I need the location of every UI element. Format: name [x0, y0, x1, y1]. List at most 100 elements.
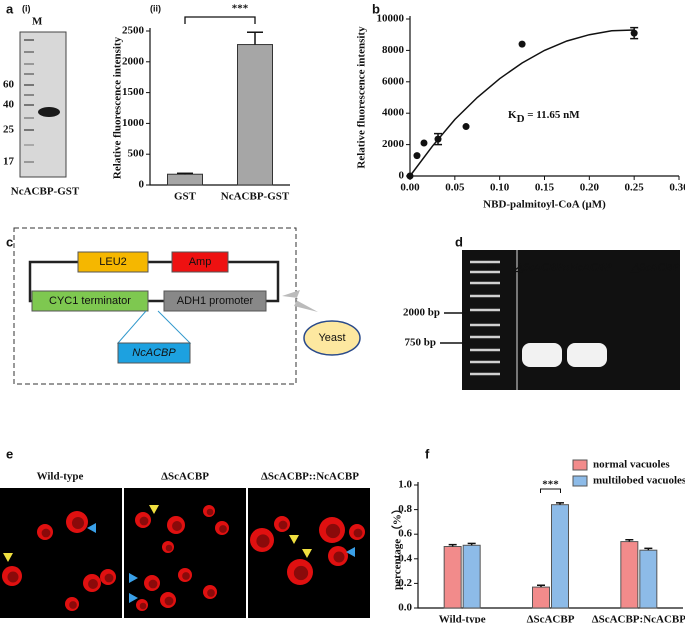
point [462, 123, 470, 131]
box [31, 290, 149, 312]
annotation-main: K [508, 109, 517, 121]
marker-label: 40 [3, 99, 15, 111]
vacuole [325, 523, 341, 539]
target-label: Yeast [318, 332, 345, 344]
vacuole [139, 602, 147, 610]
vacuole [182, 572, 190, 580]
y-tick-label: 0.4 [398, 552, 412, 564]
box-label: LEU2 [99, 256, 127, 268]
y-tick-label: 0.8 [398, 503, 412, 515]
micrograph [124, 488, 246, 618]
point [406, 172, 414, 180]
box [171, 251, 229, 273]
y-tick-label: 4000 [382, 107, 405, 119]
plasmid [28, 260, 280, 303]
bracket [540, 488, 561, 493]
box-label: NcACBP [132, 347, 176, 359]
legend-swatch [572, 459, 588, 471]
legend-swatch [572, 475, 588, 487]
vacuole [206, 508, 214, 516]
panel-sub: (ii) [150, 3, 161, 13]
y-tick-label: 10000 [377, 13, 405, 25]
box-label: CYC1 terminator [49, 295, 131, 307]
micrograph-title: ΔScACBP::NcACBP [261, 471, 359, 483]
box-label: ADH1 promoter [177, 295, 254, 307]
gel [462, 250, 680, 390]
bar [551, 504, 569, 609]
vacuole [333, 551, 345, 563]
micrograph-title: ΔScACBP [161, 471, 209, 483]
vacuole [71, 516, 85, 530]
vacuole [139, 516, 149, 526]
x-tick-label: NcACBP-GST [221, 191, 290, 203]
y-tick-label: 2500 [122, 25, 145, 37]
yeast [303, 320, 361, 356]
vacuole [207, 589, 215, 597]
y-tick-label: 8000 [382, 44, 405, 56]
annotation: *** [542, 479, 559, 491]
x-tick-label: ΔScACBP [527, 614, 575, 623]
vacuole [41, 528, 51, 538]
vacuole [278, 520, 288, 530]
arrowhead [302, 549, 312, 558]
vacuole [256, 534, 270, 548]
vacuole [353, 528, 363, 538]
x-tick-label: 0.10 [490, 182, 510, 194]
box-label: Amp [189, 256, 212, 268]
y-tick-label: 1500 [122, 86, 145, 98]
point [518, 40, 526, 48]
lane-label: △ScACBP [630, 262, 679, 274]
arrowhead [87, 523, 96, 533]
axis [409, 16, 679, 177]
point [413, 152, 421, 160]
arrowhead [346, 547, 355, 557]
bracket [184, 16, 256, 24]
vacuole [69, 601, 77, 609]
marker-label: 750 bp [405, 337, 437, 349]
band [38, 107, 60, 117]
y-tick-label: 0.6 [398, 528, 412, 540]
vacuole [165, 544, 173, 552]
insert-line [116, 310, 192, 344]
panel-letter: a [6, 1, 14, 16]
arrowhead [129, 593, 138, 603]
x-tick-label: 0.05 [445, 182, 465, 194]
x-tick-label: GST [174, 191, 197, 203]
y-tick-label: 1.0 [398, 479, 412, 491]
vacuole [164, 596, 174, 606]
arrowhead [129, 573, 138, 583]
gel-caption: NcACBP-GST [11, 186, 80, 198]
x-tick-label: 0.20 [580, 182, 600, 194]
vacuole [104, 573, 114, 583]
bar [167, 173, 203, 186]
lane-label: △ScACBP::NcACBP [513, 262, 611, 274]
panel-letter: c [6, 234, 13, 249]
panel-letter: f [425, 446, 430, 461]
lane-label: M [486, 262, 497, 274]
panel-sub: (i) [22, 3, 31, 13]
point [630, 29, 638, 37]
y-tick-label: 0 [139, 179, 145, 191]
bar [620, 541, 639, 609]
vacuole [148, 579, 158, 589]
lane-label: M [32, 16, 43, 28]
x-tick-label: 0.30 [669, 182, 685, 194]
vacuole [88, 579, 98, 589]
annotation-rest: = 11.65 nM [525, 109, 581, 121]
bar [532, 586, 550, 609]
panel-letter: d [455, 234, 463, 249]
y-tick-label: 1000 [122, 117, 145, 129]
x-axis-label: NBD-palmitoyl-CoA (μM) [483, 199, 606, 211]
x-tick-label: 0.25 [625, 182, 645, 194]
y-axis-label: Relative fluorescence intensity [112, 36, 124, 179]
y-tick-label: 6000 [382, 75, 405, 87]
micrograph-title: Wild-type [37, 471, 84, 483]
y-tick-label: 500 [128, 148, 145, 160]
bar [443, 546, 462, 609]
vacuole [172, 521, 182, 531]
vacuole [219, 525, 227, 533]
annotation: KD = 11.65 nM [508, 109, 580, 125]
annotation-sub: D [517, 113, 525, 125]
y-tick-label: 0.2 [398, 577, 412, 589]
